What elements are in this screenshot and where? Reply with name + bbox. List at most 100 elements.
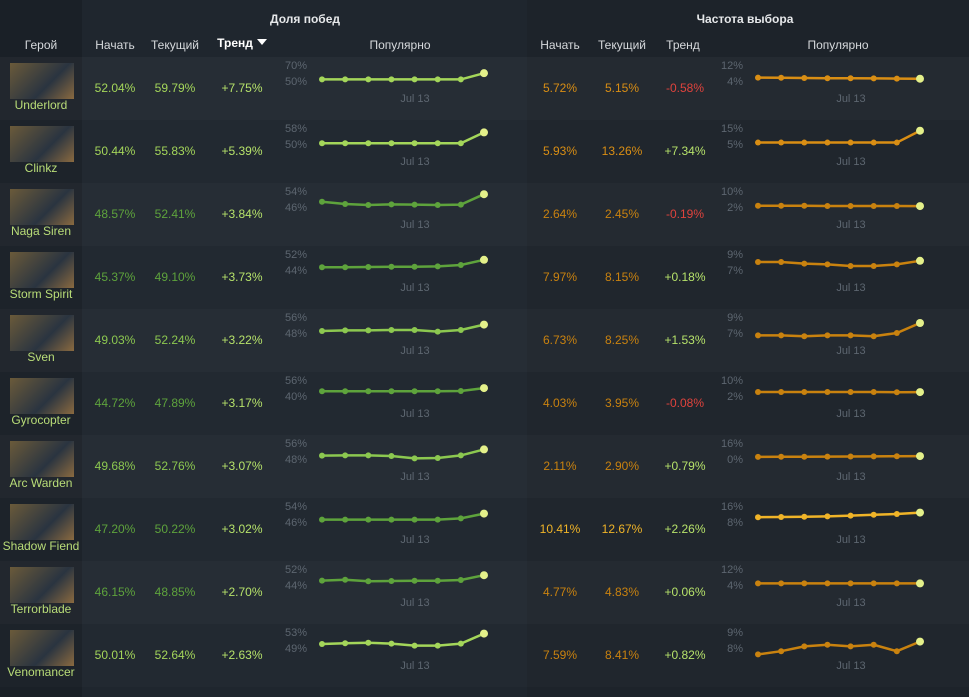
column-header[interactable]: Текущий xyxy=(598,38,646,52)
sparkline-path xyxy=(321,632,485,647)
sparkline-point xyxy=(847,389,854,395)
sparkline-point xyxy=(319,516,325,523)
sparkline-point xyxy=(411,140,418,147)
sparkline-point xyxy=(847,643,854,650)
sparkline-point xyxy=(365,516,372,523)
sparkline-point xyxy=(365,202,372,208)
current-value: 8.41% xyxy=(604,648,640,662)
current-value: 52.24% xyxy=(154,333,196,347)
sparkline-point xyxy=(870,139,877,146)
sparkline-point xyxy=(778,453,785,460)
sparkline: 54% 46% Jul 13 xyxy=(285,186,488,231)
sparkline-point xyxy=(916,388,924,397)
y-tick-label: 58% xyxy=(285,123,307,135)
sparkline-point xyxy=(778,580,785,587)
y-tick-label: 12% xyxy=(721,60,743,72)
trend-value: +5.39% xyxy=(221,144,263,158)
start-value: 5.72% xyxy=(542,81,578,95)
hero-row: Sven 49.03% 52.24% +3.22% 6.73% 8.25% +1.53% 56… xyxy=(0,309,969,372)
trend-value: +3.22% xyxy=(221,333,263,347)
sparkline-point xyxy=(755,453,761,460)
sparkline-point xyxy=(801,75,808,81)
x-axis-label: Jul 13 xyxy=(400,534,429,546)
current-value: 50.22% xyxy=(154,522,196,536)
start-value: 47.20% xyxy=(94,522,136,536)
trend-value: +0.06% xyxy=(664,585,706,599)
trend-value: +1.53% xyxy=(664,333,706,347)
start-value: 5.93% xyxy=(542,144,578,158)
x-axis-label: Jul 13 xyxy=(400,660,429,672)
sparkline-point xyxy=(824,203,831,209)
sparkline-point xyxy=(801,389,808,395)
start-value: 52.04% xyxy=(94,81,136,95)
column-header[interactable]: Начать xyxy=(540,38,580,52)
sparkline-point xyxy=(847,332,854,339)
sparkline-point xyxy=(847,453,854,460)
sparkline-point xyxy=(365,76,372,83)
sparkline-point xyxy=(457,76,464,83)
sparkline-point xyxy=(480,384,488,393)
sparkline-point xyxy=(434,642,441,649)
sparkline-point xyxy=(755,139,761,146)
sparkline-point xyxy=(342,264,349,271)
sparkline-point xyxy=(893,139,900,146)
column-header[interactable]: Начать xyxy=(95,38,135,52)
hero-row: Naga Siren 48.57% 52.41% +3.84% 2.64% 2.45% -0… xyxy=(0,183,969,246)
start-value: 44.72% xyxy=(94,396,136,410)
column-header[interactable]: Тренд xyxy=(217,36,253,50)
x-axis-label: Jul 13 xyxy=(836,219,865,231)
hero-icon xyxy=(10,315,74,351)
column-header[interactable]: Популярно xyxy=(369,38,431,52)
sparkline-point xyxy=(411,577,418,584)
hero-icon xyxy=(10,441,74,477)
current-value: 5.15% xyxy=(604,81,640,95)
column-header[interactable]: Популярно xyxy=(807,38,869,52)
sparkline-point xyxy=(916,579,924,588)
sparkline-point xyxy=(319,577,325,584)
hero-name: Terrorblade xyxy=(10,602,72,616)
start-value: 49.03% xyxy=(94,333,136,347)
sparkline-point xyxy=(824,580,831,587)
sparkline-point xyxy=(319,328,325,334)
hero-row: Underlord 52.04% 59.79% +7.75% 5.72% 5.15% -0.… xyxy=(0,57,969,120)
sparkline-point xyxy=(824,75,831,82)
column-header[interactable]: Тренд xyxy=(666,38,700,52)
column-header[interactable]: Текущий xyxy=(151,38,199,52)
sparkline: 10% 2% Jul 13 xyxy=(721,375,924,420)
y-tick-label: 16% xyxy=(721,501,743,513)
sparkline-path xyxy=(321,193,485,207)
sparkline: 53% 49% Jul 13 xyxy=(285,627,488,672)
sparkline-point xyxy=(778,514,785,520)
y-tick-label: 16% xyxy=(721,438,743,450)
sparkline-point xyxy=(319,76,325,83)
sparkline-point xyxy=(480,571,488,580)
sparkline-point xyxy=(916,319,924,327)
hero-row: Clinkz 50.44% 55.83% +5.39% 5.93% 13.26% +7.34… xyxy=(0,120,969,183)
trend-value: +3.84% xyxy=(221,207,263,221)
sparkline-point xyxy=(434,202,441,208)
sparkline-point xyxy=(824,641,831,648)
sparkline-point xyxy=(480,255,488,264)
x-axis-label: Jul 13 xyxy=(400,471,429,483)
hero-name: Venomancer xyxy=(7,665,75,679)
sparkline-point xyxy=(388,327,395,333)
y-tick-label: 2% xyxy=(727,202,743,214)
sparkline-point xyxy=(342,388,349,395)
sparkline-point xyxy=(480,629,488,638)
sparkline-point xyxy=(755,651,761,658)
sparkline-path xyxy=(322,386,485,393)
hero-header[interactable]: Герой xyxy=(24,38,58,52)
current-value: 52.41% xyxy=(154,207,196,221)
sparkline-point xyxy=(801,202,808,209)
sparkline-point xyxy=(778,648,785,655)
current-value: 3.95% xyxy=(604,396,640,410)
sparkline-point xyxy=(434,455,441,461)
hero-icon xyxy=(10,252,74,288)
y-tick-label: 10% xyxy=(721,186,743,198)
trend-value: +3.17% xyxy=(221,396,263,410)
hero-name: Clinkz xyxy=(24,161,58,175)
sparkline-point xyxy=(870,389,877,395)
x-axis-label: Jul 13 xyxy=(836,345,865,357)
x-axis-label: Jul 13 xyxy=(836,534,865,546)
y-tick-label: 12% xyxy=(721,564,743,576)
